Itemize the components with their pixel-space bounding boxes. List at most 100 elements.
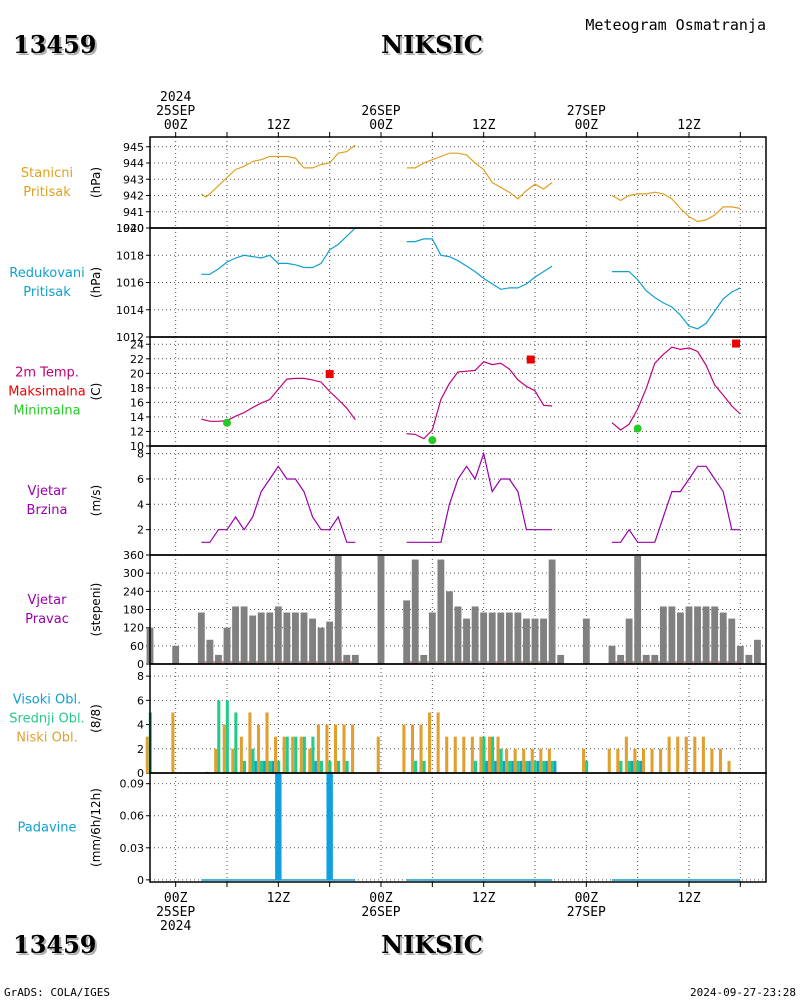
bar [470, 736, 474, 773]
y-tick-label: 0 [137, 874, 144, 887]
bar [248, 712, 252, 773]
y-tick-label: 12 [130, 425, 144, 438]
panel-redukovani: 1012 1014 1016 1018 1020 (hPa) Redukovani Priti… [9, 222, 767, 344]
bar [514, 612, 522, 664]
bar [616, 748, 620, 773]
bar [217, 700, 221, 773]
bar [473, 760, 477, 773]
series-line [612, 271, 741, 330]
bar [377, 555, 385, 664]
y-tick-label: 0.03 [120, 842, 145, 855]
tmin-marker [633, 424, 642, 433]
bar [420, 654, 428, 664]
y-tick-label: 1020 [116, 222, 144, 235]
y-tick-label: 2 [137, 524, 144, 537]
bar [376, 736, 380, 773]
bar [403, 600, 411, 664]
series-line [612, 465, 741, 543]
bar [309, 618, 316, 664]
meteogram-subtitle: Meteogram Osmatranja [585, 16, 766, 34]
time-label: 12Z [472, 891, 496, 906]
bar [547, 748, 551, 773]
bar [263, 760, 266, 773]
bar [308, 748, 312, 773]
bar [410, 724, 415, 773]
bar [337, 760, 341, 773]
bar [231, 748, 235, 773]
bar [223, 627, 231, 664]
y-tick-label: 24 [130, 338, 144, 351]
bar [268, 760, 272, 773]
bar [422, 760, 426, 773]
bar [531, 618, 539, 664]
y-tick-label: 8 [137, 448, 144, 461]
bar [545, 760, 548, 773]
bar [428, 712, 432, 773]
bar [711, 606, 719, 664]
bar [502, 760, 506, 773]
tmax-marker [325, 370, 334, 379]
bar [454, 606, 462, 664]
y-tick-label: 0.09 [120, 778, 145, 791]
bar [225, 700, 229, 773]
bar [292, 612, 299, 664]
tmin-marker [223, 418, 231, 427]
bar [249, 615, 257, 664]
bar [462, 736, 466, 773]
bar [479, 736, 483, 773]
param-label: Stanicni [21, 166, 73, 181]
bar [676, 736, 680, 773]
bar [639, 760, 642, 773]
bar [171, 712, 175, 773]
station-id-bottom-shadow: 13459 [15, 932, 99, 961]
param-label: Pritisak [23, 185, 71, 200]
unit-label: (8/8) [89, 704, 103, 733]
bar [428, 612, 436, 664]
panels: 940941942943944945(hPa)StanicniPritisak1… [8, 136, 767, 887]
bar [351, 654, 359, 664]
param-label: Padavine [18, 821, 77, 836]
time-label: 25SEP [156, 905, 195, 920]
bar [513, 748, 517, 773]
bar [745, 654, 753, 664]
bar [710, 748, 714, 773]
station-name-shadow: NIKSIC [383, 32, 485, 61]
bar [300, 612, 308, 664]
time-label: 00Z [164, 118, 188, 133]
bar [215, 654, 222, 664]
bar [642, 654, 650, 664]
bar [651, 654, 659, 664]
bar [487, 736, 492, 773]
bar [471, 606, 479, 664]
y-tick-label: 1012 [116, 331, 144, 344]
time-label: 27SEP [567, 905, 606, 920]
y-tick-label: 941 [123, 206, 144, 219]
bar [754, 639, 761, 664]
bar [446, 591, 453, 664]
bar [274, 606, 282, 664]
bar [197, 612, 205, 664]
param-label: Pravac [25, 612, 69, 627]
series-line [406, 238, 553, 290]
y-tick-label: 16 [130, 396, 144, 409]
y-tick-label: 120 [123, 622, 144, 635]
time-label: 00Z [369, 118, 393, 133]
panel-stanicni: 940 941 942 943 944 945 (hPa) Stanicni Pritisak [21, 136, 767, 235]
bar [445, 736, 449, 773]
bar [617, 654, 624, 664]
bar [485, 760, 488, 773]
bar [283, 612, 291, 664]
time-label: 12Z [472, 118, 496, 133]
bar [316, 724, 320, 773]
bar [275, 773, 282, 880]
bar [254, 760, 257, 773]
y-tick-label: 10 [130, 440, 144, 453]
time-label: 27SEP [567, 104, 606, 119]
bar [463, 618, 470, 664]
bar [702, 606, 710, 664]
time-label: 25SEP [156, 104, 195, 119]
bar [668, 606, 676, 664]
param-label: Vjetar [28, 484, 68, 499]
